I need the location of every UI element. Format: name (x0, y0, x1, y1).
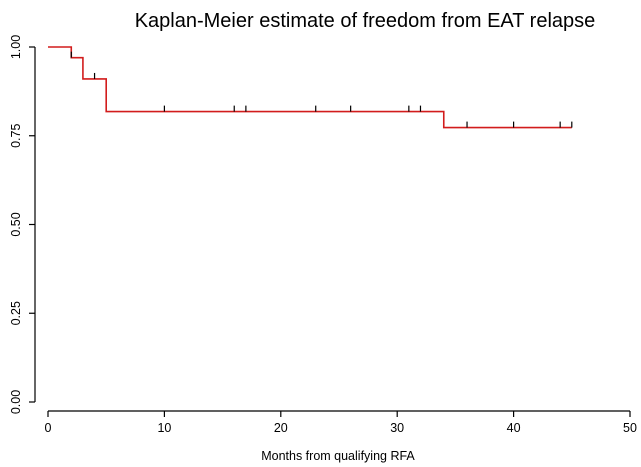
y-tick-label: 0.00 (9, 390, 23, 414)
x-tick-label: 30 (390, 421, 404, 435)
x-axis-label: Months from qualifying RFA (261, 449, 415, 463)
chart-title: Kaplan-Meier estimate of freedom from EA… (135, 10, 596, 32)
x-tick-label: 50 (623, 421, 637, 435)
y-tick-label: 1.00 (9, 35, 23, 59)
x-tick-label: 40 (507, 421, 521, 435)
plot-area: 0.00 0.25 0.50 0.75 1.00 0 10 20 30 40 50 (9, 35, 637, 435)
km-survival-curve (48, 46, 572, 129)
y-tick-label: 0.25 (9, 301, 23, 325)
y-tick-label: 0.50 (9, 212, 23, 236)
x-tick-label: 20 (274, 421, 288, 435)
y-tick-label: 0.75 (9, 124, 23, 148)
x-tick-label: 0 (45, 421, 52, 435)
x-tick-label: 10 (157, 421, 171, 435)
